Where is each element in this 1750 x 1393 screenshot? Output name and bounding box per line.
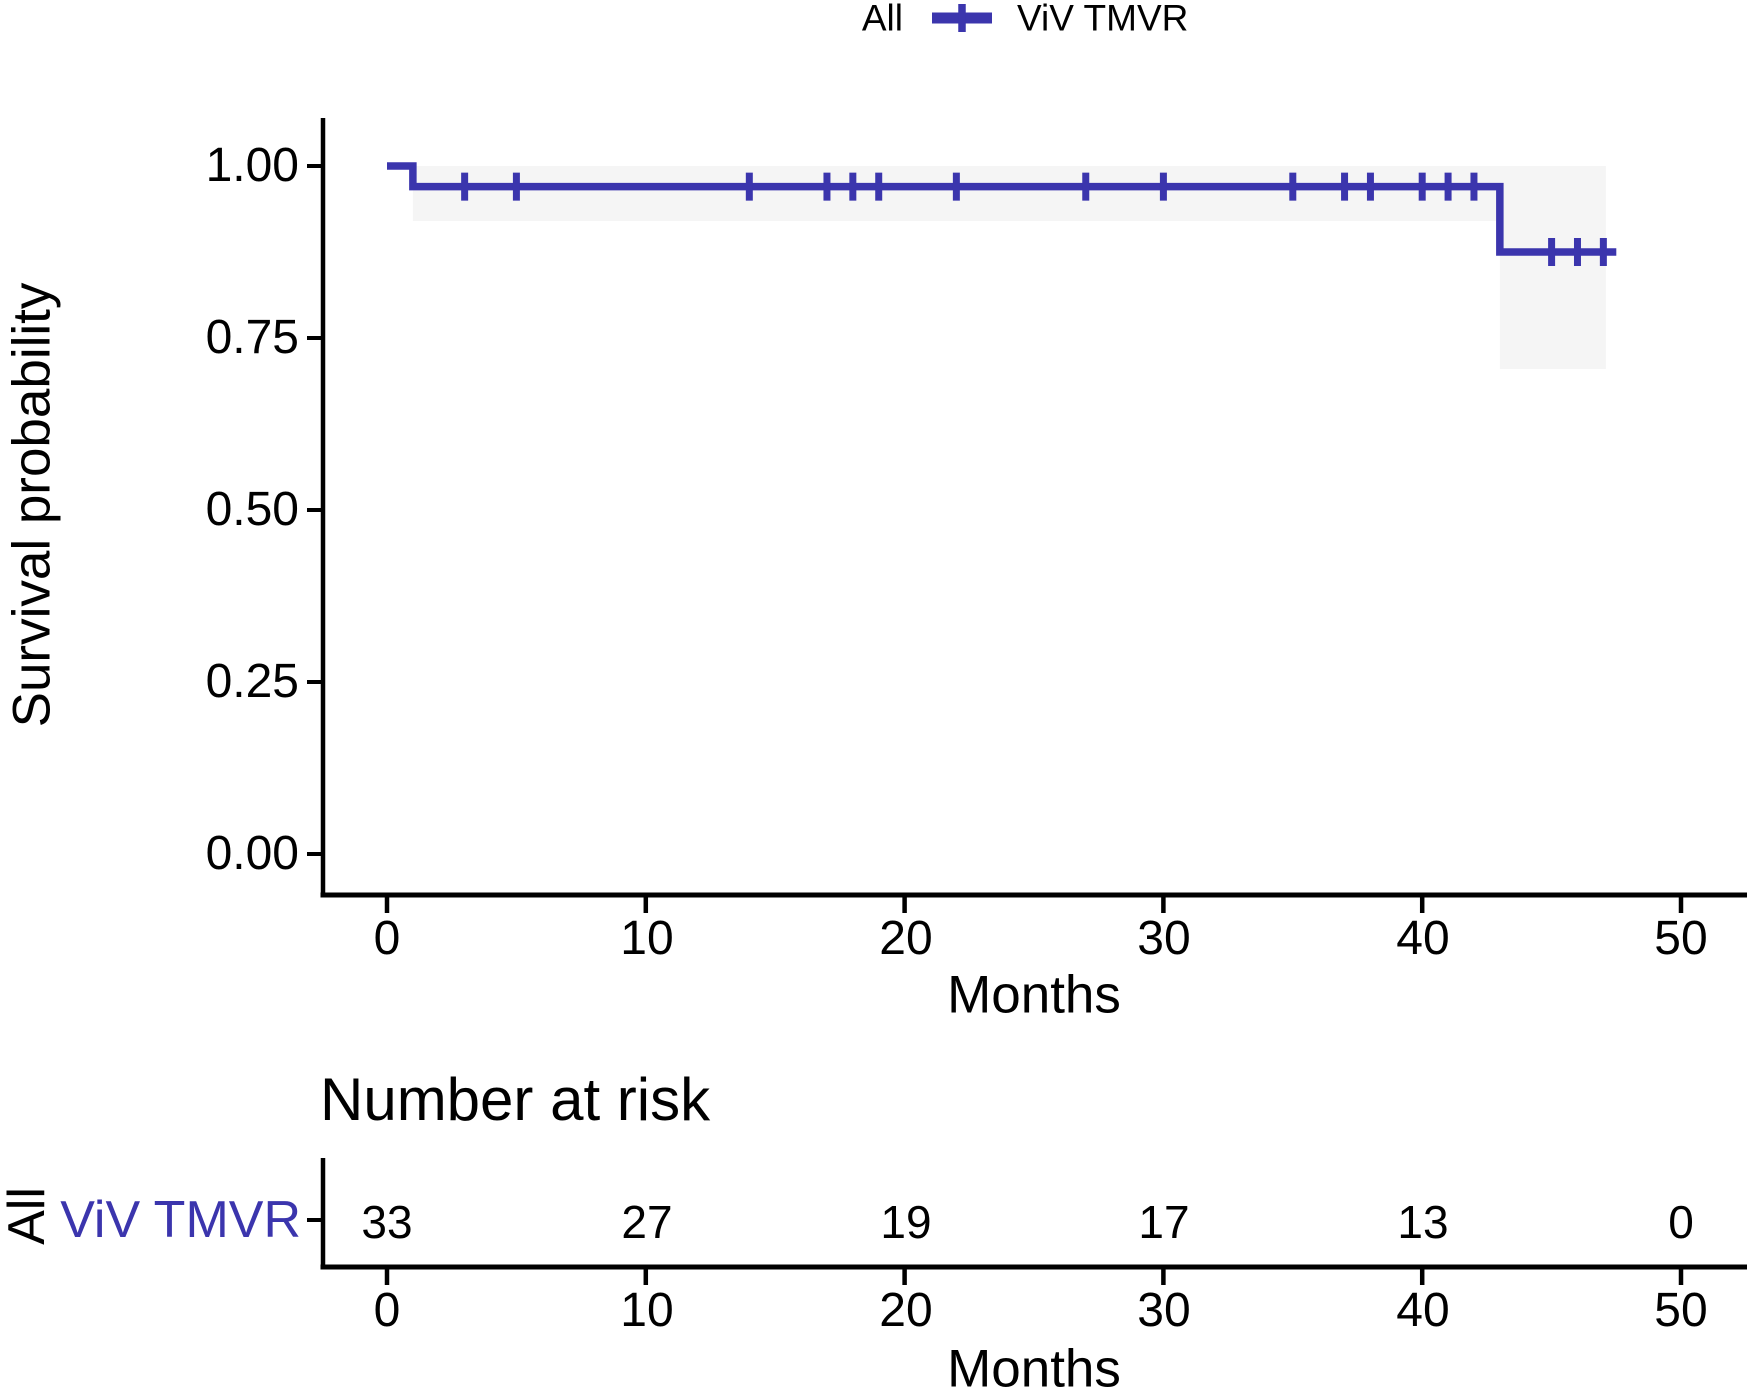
- y-tick-label: 0.75: [205, 311, 299, 364]
- y-tick-label: 0.50: [205, 483, 299, 536]
- risk-count: 33: [361, 1196, 413, 1248]
- y-axis-title: Survival probability: [2, 282, 62, 728]
- risk-count: 19: [880, 1196, 932, 1248]
- x-tick-label-bottom: 40: [1396, 1284, 1450, 1337]
- x-tick-label: 20: [879, 912, 933, 965]
- risk-count: 27: [621, 1196, 673, 1248]
- x-tick-label-bottom: 20: [879, 1284, 933, 1337]
- risk-table-title: Number at risk: [320, 1066, 711, 1133]
- legend-series-label: ViV TMVR: [1017, 0, 1189, 39]
- risk-row-label: ViV TMVR: [60, 1191, 301, 1249]
- risk-group-axis-label: All: [0, 1187, 56, 1245]
- risk-count: 0: [1668, 1196, 1694, 1248]
- risk-count: 13: [1397, 1196, 1449, 1248]
- x-tick-label-bottom: 50: [1654, 1284, 1708, 1337]
- y-tick-label: 1.00: [205, 139, 299, 192]
- x-tick-label: 10: [620, 912, 674, 965]
- x-tick-label-bottom: 10: [620, 1284, 674, 1337]
- legend-group-label: All: [861, 0, 903, 39]
- x-tick-label: 30: [1137, 912, 1191, 965]
- x-axis-title-bottom: Months: [947, 1339, 1121, 1393]
- x-axis-title: Months: [947, 965, 1121, 1025]
- y-tick-label: 0.25: [205, 655, 299, 708]
- x-tick-label-bottom: 0: [373, 1284, 401, 1337]
- risk-count: 17: [1138, 1196, 1190, 1248]
- ci-band: [412, 166, 1606, 222]
- x-tick-label-bottom: 30: [1137, 1284, 1191, 1337]
- x-tick-label: 0: [373, 912, 401, 965]
- x-tick-label: 50: [1654, 912, 1708, 965]
- y-tick-label: 0.00: [205, 827, 299, 880]
- x-tick-label: 40: [1396, 912, 1450, 965]
